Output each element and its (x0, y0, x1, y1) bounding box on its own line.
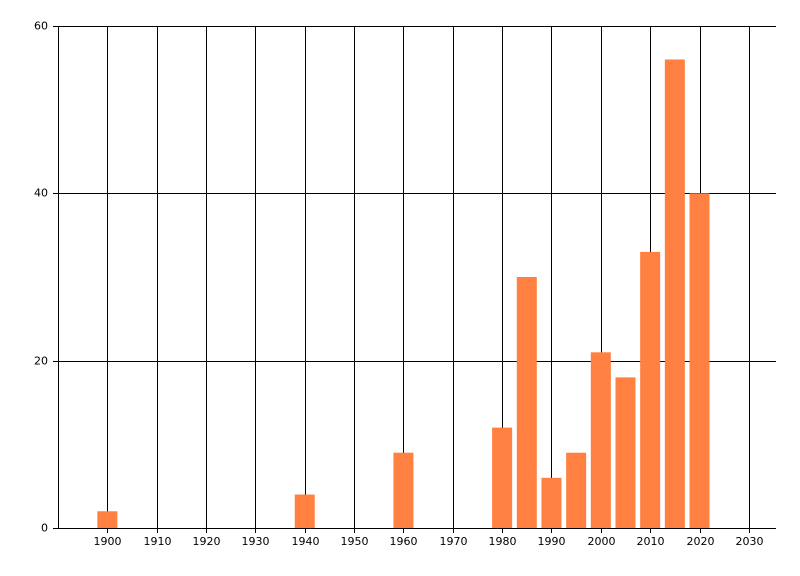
x-tick-label: 1960 (390, 535, 418, 548)
x-tick-label: 1920 (193, 535, 221, 548)
bar (97, 511, 118, 528)
x-tick-label: 2020 (687, 535, 715, 548)
x-tick-label: 1900 (94, 535, 122, 548)
bar (541, 477, 562, 528)
x-tick-label: 2030 (736, 535, 764, 548)
x-tick-label: 1950 (341, 535, 369, 548)
y-tick-label: 20 (34, 355, 48, 368)
bar (640, 251, 661, 528)
bar (566, 452, 587, 528)
x-tick-label: 1940 (292, 535, 320, 548)
x-tick-label: 2000 (588, 535, 616, 548)
y-tick-label: 0 (41, 522, 48, 535)
x-tick-label: 1970 (440, 535, 468, 548)
x-tick-label: 2010 (637, 535, 665, 548)
bar (294, 494, 315, 528)
x-tick-label: 1930 (242, 535, 270, 548)
x-tick-label: 1980 (489, 535, 517, 548)
bar (516, 277, 537, 528)
x-tick-label: 1910 (144, 535, 172, 548)
bar (590, 352, 611, 528)
y-tick-label: 40 (34, 187, 48, 200)
bar (393, 452, 414, 528)
bar (615, 377, 636, 528)
bar (664, 59, 685, 528)
y-tick-label: 60 (34, 20, 48, 33)
bar (492, 427, 513, 528)
x-tick-label: 1990 (538, 535, 566, 548)
bar (689, 193, 710, 529)
